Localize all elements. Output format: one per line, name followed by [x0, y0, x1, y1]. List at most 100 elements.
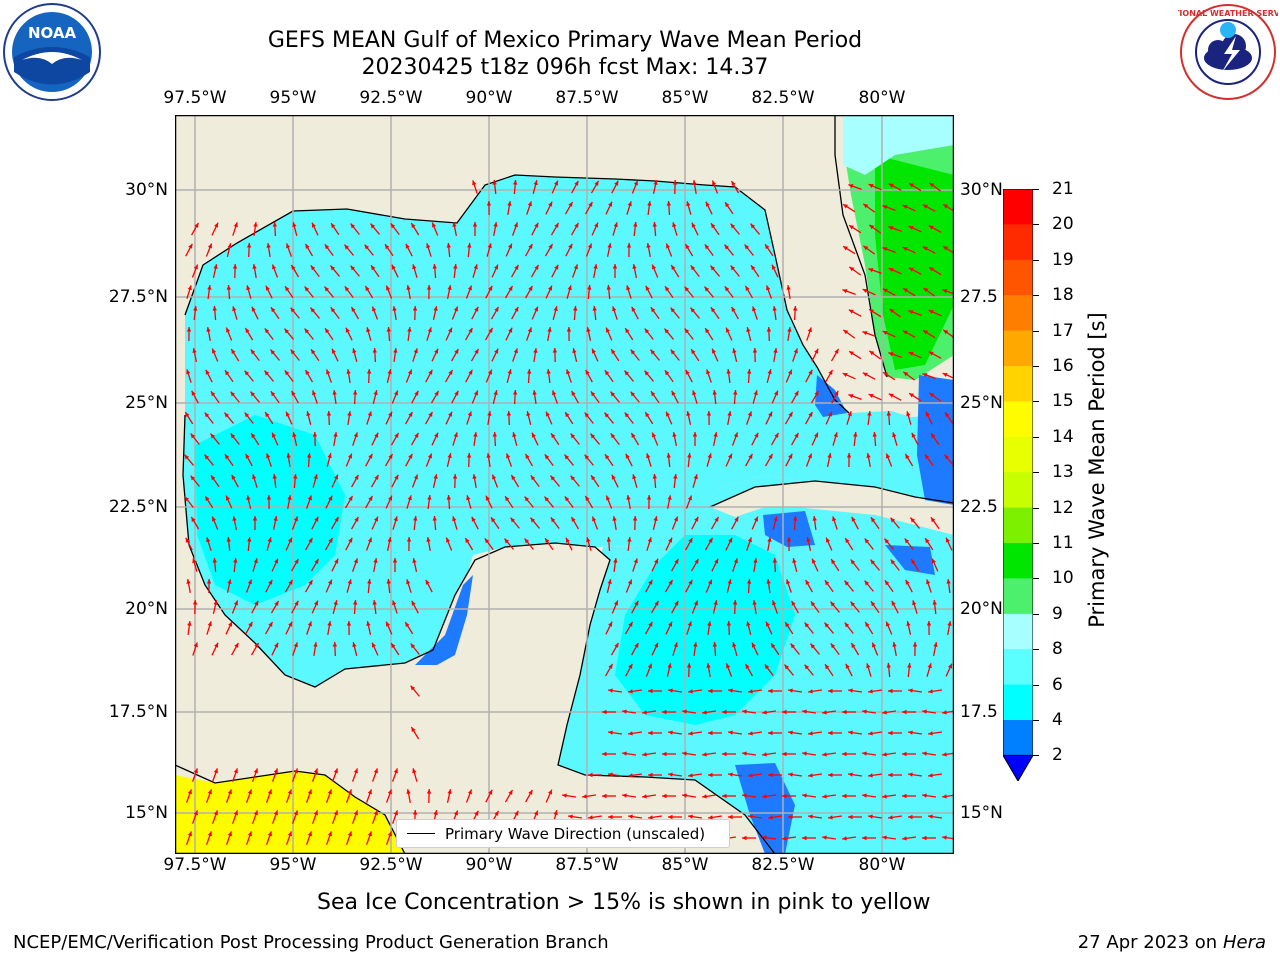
wave-direction-arrow: [504, 285, 514, 299]
wave-direction-arrow: [782, 793, 796, 799]
wave-direction-arrow: [331, 810, 339, 824]
wave-direction-arrow: [225, 495, 233, 509]
wave-direction-arrow: [431, 432, 439, 446]
wave-direction-arrow: [750, 264, 760, 278]
wave-direction-arrow: [391, 264, 399, 278]
wave-direction-arrow: [605, 327, 613, 341]
wave-direction-arrow: [330, 222, 340, 236]
wave-direction-arrow: [726, 369, 731, 383]
wave-direction-arrow: [922, 246, 936, 254]
wave-direction-arrow: [931, 558, 939, 572]
wave-direction-arrow: [611, 600, 619, 614]
wave-direction-arrow: [731, 306, 739, 320]
wave-direction-arrow: [651, 642, 659, 656]
colorbar-tick: [1033, 224, 1039, 226]
wave-direction-arrow: [432, 263, 437, 279]
wave-direction-arrow: [670, 307, 680, 319]
wave-direction-arrow: [304, 369, 314, 383]
wave-direction-arrow: [550, 517, 560, 529]
wave-direction-arrow: [466, 411, 472, 425]
wave-direction-arrow: [704, 286, 714, 298]
wave-direction-arrow: [771, 600, 779, 614]
wave-direction-arrow: [670, 349, 680, 361]
wave-direction-arrow: [252, 263, 257, 279]
wave-direction-arrow: [264, 328, 274, 340]
wave-direction-arrow: [224, 412, 234, 424]
wave-direction-arrow: [484, 327, 494, 341]
left-lat-label: 25°N: [125, 393, 168, 413]
wave-direction-arrow: [882, 752, 896, 757]
wave-direction-arrow: [533, 347, 538, 363]
colorbar-segment: [1003, 295, 1033, 332]
wave-direction-arrow: [822, 752, 836, 757]
wave-direction-arrow: [432, 306, 438, 320]
wave-direction-arrow: [271, 642, 279, 656]
wave-direction-arrow: [604, 412, 614, 424]
colorbar-svg: [1002, 188, 1034, 782]
wave-direction-arrow: [290, 349, 300, 361]
wave-direction-arrow: [850, 559, 860, 571]
wave-direction-arrow: [351, 768, 359, 782]
wave-direction-arrow: [271, 432, 279, 446]
wave-direction-arrow: [470, 348, 480, 362]
wave-direction-arrow: [922, 709, 936, 714]
wave-direction-arrow: [366, 411, 372, 425]
wave-direction-arrow: [631, 642, 639, 656]
wave-direction-arrow: [862, 203, 876, 213]
wave-direction-arrow: [386, 326, 391, 342]
wave-direction-arrow: [330, 307, 340, 319]
wave-direction-arrow: [792, 558, 798, 572]
wave-direction-arrow: [190, 475, 200, 487]
wave-direction-arrow: [291, 390, 299, 404]
wave-direction-arrow: [532, 180, 538, 194]
wave-direction-arrow: [545, 789, 553, 803]
wave-direction-arrow: [526, 411, 532, 425]
colorbar-tick-label: 19: [1052, 249, 1074, 270]
wave-direction-arrow: [750, 223, 760, 235]
wave-direction-arrow: [210, 433, 220, 445]
wave-direction-arrow: [611, 180, 619, 194]
wave-direction-arrow: [232, 263, 238, 279]
wave-direction-arrow: [824, 369, 834, 383]
wave-direction-arrow: [525, 243, 533, 257]
wave-direction-arrow: [928, 773, 942, 778]
wave-direction-arrow: [911, 432, 919, 446]
wave-direction-arrow: [645, 579, 653, 593]
bottom-lon-label: 85°W: [661, 855, 709, 875]
wave-direction-arrow: [612, 264, 618, 278]
wave-direction-arrow: [682, 709, 696, 714]
wave-direction-arrow: [582, 794, 596, 799]
wave-direction-arrow: [626, 285, 632, 299]
wave-direction-arrow: [725, 663, 733, 677]
wave-direction-arrow: [808, 814, 822, 819]
wave-direction-arrow: [265, 285, 273, 299]
wave-direction-arrow: [644, 328, 654, 340]
wave-direction-arrow: [908, 814, 922, 820]
wave-direction-arrow: [412, 348, 418, 362]
date-prefix: 27 Apr 2023 on: [1077, 932, 1223, 953]
wave-direction-arrow: [365, 453, 373, 467]
wave-direction-arrow: [732, 642, 738, 656]
wave-direction-arrow: [525, 789, 533, 803]
wave-direction-arrow: [493, 221, 498, 237]
wave-direction-arrow: [550, 432, 560, 446]
wave-direction-arrow: [742, 751, 756, 756]
wave-direction-arrow: [888, 183, 902, 191]
wave-direction-arrow: [232, 222, 238, 236]
wave-direction-arrow: [728, 814, 742, 820]
wave-direction-arrow: [924, 537, 934, 551]
wave-direction-arrow: [666, 200, 671, 216]
wave-direction-arrow: [391, 810, 399, 824]
wave-direction-arrow: [405, 411, 413, 425]
wave-direction-arrow: [870, 559, 880, 571]
wave-direction-arrow: [752, 347, 758, 363]
wave-direction-arrow: [711, 180, 719, 194]
wave-direction-arrow: [284, 579, 294, 593]
wave-direction-arrow: [551, 264, 559, 278]
wave-direction-arrow: [708, 772, 722, 778]
wave-direction-arrow: [604, 453, 614, 467]
wave-direction-arrow: [524, 453, 534, 467]
wave-direction-arrow: [924, 454, 934, 466]
wave-direction-arrow: [251, 600, 259, 614]
left-lat-label: 22.5°N: [108, 497, 168, 517]
